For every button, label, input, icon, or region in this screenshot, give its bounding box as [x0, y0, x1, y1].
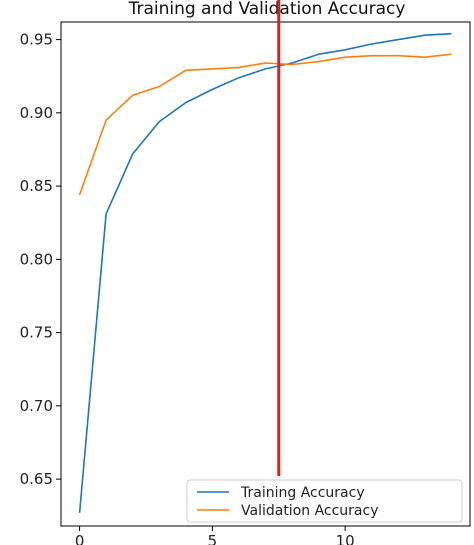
y-tick-label: 0.80 — [20, 250, 53, 268]
y-tick-label: 0.75 — [20, 324, 53, 342]
x-tick-label: 10 — [336, 532, 355, 545]
plot-area: 0.65 0.70 0.75 0.80 0.85 0.90 0.95 0 5 10 — [20, 0, 471, 545]
chart-title: Training and Validation Accuracy — [128, 0, 406, 19]
y-tick-label: 0.90 — [20, 104, 53, 122]
y-tick-label: 0.85 — [20, 177, 53, 195]
series-line-training-accuracy — [78, 32, 452, 513]
x-tick-label: 5 — [208, 532, 218, 545]
x-tick-label: 0 — [75, 532, 85, 545]
legend-box — [186, 479, 463, 523]
legend-label: Training Accuracy — [240, 485, 365, 501]
axes-frame — [60, 21, 471, 527]
legend: Training Accuracy Validation Accuracy — [186, 479, 463, 523]
series-line-validation-accuracy — [78, 53, 452, 196]
legend-label: Validation Accuracy — [241, 503, 379, 519]
y-tick-label: 0.70 — [20, 397, 53, 415]
y-tick-label: 0.95 — [20, 31, 53, 49]
y-tick-label: 0.65 — [20, 470, 53, 488]
